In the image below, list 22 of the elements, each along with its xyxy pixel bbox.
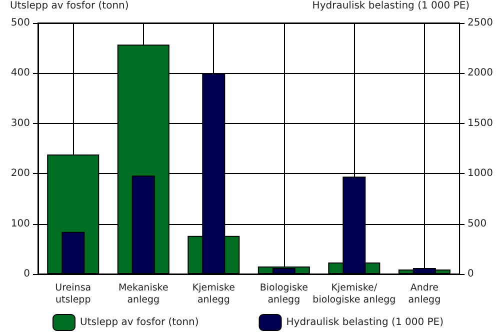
y-tick-label: 200 <box>10 168 30 180</box>
y-tick-label: 300 <box>10 118 30 129</box>
y2-tick-label: 1000 <box>468 168 494 180</box>
legend-label: Hydraulisk belasting (1 000 PE) <box>286 317 444 328</box>
y2-axis-title: Hydraulisk belasting (1 000 PE) <box>312 0 470 12</box>
y-tick-label: 400 <box>10 68 30 79</box>
x-tick-label: Ureinsa utslepp <box>55 282 92 306</box>
x-tick-label: Biologiske anlegg <box>260 282 308 306</box>
x-tick-label: Kjemiske anlegg <box>192 282 236 306</box>
x-tick-label: Andre anlegg <box>408 282 441 306</box>
legend-label: Utslepp av fosfor (tonn) <box>80 317 199 328</box>
y2-tick-label: 1500 <box>468 118 494 129</box>
y2-tick-label: 0 <box>468 268 474 280</box>
y2-tick-label: 500 <box>468 218 487 230</box>
y-tick-label: 500 <box>10 18 30 28</box>
y-tick-label: 0 <box>24 268 30 280</box>
x-tick-label: Mekaniske anlegg <box>118 282 168 306</box>
y2-tick-label: 2500 <box>468 18 494 28</box>
y-axis-title: Utslepp av fosfor (tonn) <box>10 0 129 12</box>
x-tick-label: Kjemiske/ biologiske anlegg <box>312 282 396 306</box>
y-tick-label: 100 <box>10 218 30 230</box>
y2-tick-label: 2000 <box>468 68 494 79</box>
